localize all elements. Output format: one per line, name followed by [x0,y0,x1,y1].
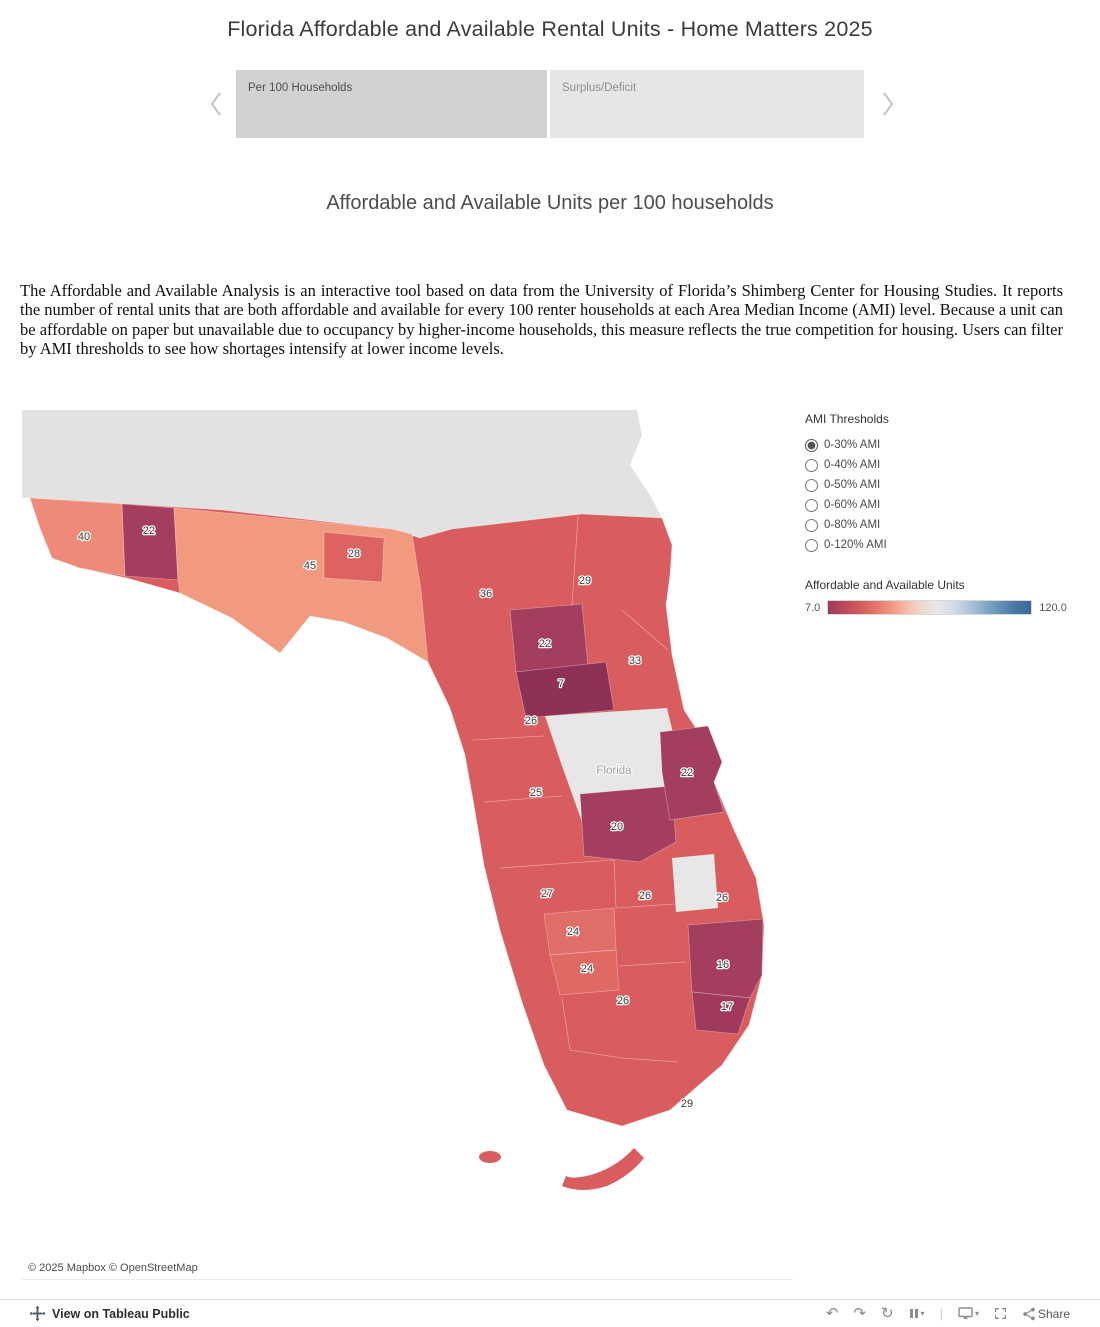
redo-icon[interactable]: ↷ [853,1305,866,1322]
filter-panel: AMI Thresholds 0-30% AMI 0-40% AMI 0-50%… [805,412,1090,615]
region-value-label: 16 [717,959,729,971]
ami-radio[interactable] [805,498,818,512]
map-attribution[interactable]: © 2025 Mapbox © OpenStreetMap [28,1262,198,1274]
device-layouts-button[interactable]: ▾ [958,1307,979,1320]
chart-title: Affordable and Available Units per 100 h… [326,192,774,214]
map-region[interactable] [121,503,179,581]
ami-option-label: 0-80% AMI [824,519,881,531]
region-value-label: 22 [539,638,551,650]
florida-choropleth-map[interactable]: 40 22 45 28 36 29 22 33 7 26 25 20 22 27… [22,410,793,1280]
state-name-label: Florida [596,765,632,777]
ami-option-label: 0-120% AMI [824,539,887,551]
tab-surplus-deficit[interactable]: Surplus/Deficit [550,70,864,138]
ami-radio[interactable] [805,538,818,552]
region-value-labels: 40 22 45 28 36 29 22 33 7 26 25 20 22 27… [77,524,735,1112]
region-value-label: 29 [681,1098,693,1110]
ami-option-label: 0-40% AMI [824,459,881,471]
map-region[interactable] [323,531,385,583]
sheet-tabs: Per 100 Households Surplus/Deficit [200,70,900,138]
tableau-logo-icon [30,1306,45,1321]
region-value-label: 24 [567,926,579,938]
ami-option-label: 0-60% AMI [824,499,881,511]
ami-option-0-50[interactable]: 0-50% AMI [805,475,1090,495]
region-value-label: 22 [143,525,155,537]
toolbar-actions: ↶ ↷ ↻ ▾ | ▾ [826,1306,1070,1321]
region-value-label: 26 [525,715,537,727]
reset-icon[interactable]: ↻ [880,1305,894,1322]
legend-max-label: 120.0 [1039,601,1067,614]
ami-option-0-30[interactable]: 0-30% AMI [805,435,1090,455]
region-value-label: 27 [541,888,553,900]
legend-title: Affordable and Available Units [805,578,965,592]
view-link-label: View on Tableau Public [52,1306,190,1321]
ami-option-0-80[interactable]: 0-80% AMI [805,515,1090,535]
region-value-label: 24 [581,963,593,975]
toolbar-separator: | [939,1306,943,1321]
legend-min-label: 7.0 [805,601,821,614]
map-region[interactable] [515,661,615,719]
description-text: The Affordable and Available Analysis is… [20,281,1063,359]
undo-icon[interactable]: ↶ [825,1305,839,1322]
view-on-tableau-public-link[interactable]: View on Tableau Public [30,1306,190,1321]
map-land-north [22,410,662,538]
region-value-label: 7 [558,678,564,690]
region-value-label: 28 [348,548,360,560]
map-region-keys[interactable] [479,1151,501,1163]
share-icon [1023,1307,1035,1320]
tabs-scroll-right-chevron-icon[interactable] [880,91,896,117]
map-region[interactable] [691,991,751,1035]
ami-option-0-40[interactable]: 0-40% AMI [805,455,1090,475]
region-value-label: 29 [579,575,591,587]
color-legend: 7.0 120.0 [805,600,1090,615]
region-value-label: 20 [611,821,623,833]
monitor-icon [958,1307,973,1320]
share-button[interactable]: Share [1022,1307,1070,1321]
ami-option-label: 0-30% AMI [824,439,881,451]
tab-label: Surplus/Deficit [562,82,637,94]
ami-option-label: 0-50% AMI [824,479,881,491]
tabs-scroll-left-chevron-icon[interactable] [208,91,224,117]
region-value-label: 36 [480,588,492,600]
map-region[interactable] [549,949,620,996]
map-region[interactable] [579,785,677,863]
share-label: Share [1037,1306,1070,1321]
fullscreen-button[interactable] [994,1307,1007,1320]
region-value-label: 26 [639,890,651,902]
region-value-label: 26 [716,892,728,904]
map-region[interactable] [659,725,725,821]
map-region[interactable] [687,918,764,999]
filter-title: AMI Thresholds [805,412,889,426]
caret-down-icon: ▾ [974,1308,979,1318]
tab-label: Per 100 Households [248,82,353,94]
region-value-label: 22 [681,767,693,779]
map-region-nodata [672,854,718,912]
pause-button[interactable]: ▾ [909,1308,925,1319]
tab-per-100-households[interactable]: Per 100 Households [236,70,547,138]
tableau-toolbar: View on Tableau Public ↶ ↷ ↻ ▾ | ▾ [0,1299,1100,1327]
ami-option-0-120[interactable]: 0-120% AMI [805,535,1090,555]
fullscreen-icon [994,1307,1006,1320]
map-region-keys[interactable] [562,1148,644,1190]
region-value-label: 33 [629,655,641,667]
ami-radio[interactable] [805,478,818,492]
ami-option-0-60[interactable]: 0-60% AMI [805,495,1090,515]
legend-gradient-bar [827,600,1033,615]
region-value-label: 26 [617,995,629,1007]
map-region[interactable] [173,507,429,663]
pause-icon [909,1309,918,1318]
ami-radio[interactable] [805,438,818,452]
region-value-label: 17 [721,1001,733,1013]
map-region[interactable] [543,907,617,956]
page-title: Florida Affordable and Available Rental … [227,17,873,41]
region-value-label: 45 [304,560,316,572]
map[interactable]: 40 22 45 28 36 29 22 33 7 26 25 20 22 27… [22,410,793,1280]
region-value-label: 25 [530,787,542,799]
ami-radio[interactable] [805,518,818,532]
county-borders [471,515,687,1063]
ami-radio[interactable] [805,458,818,472]
caret-down-icon: ▾ [920,1308,925,1318]
region-value-label: 40 [78,531,90,543]
